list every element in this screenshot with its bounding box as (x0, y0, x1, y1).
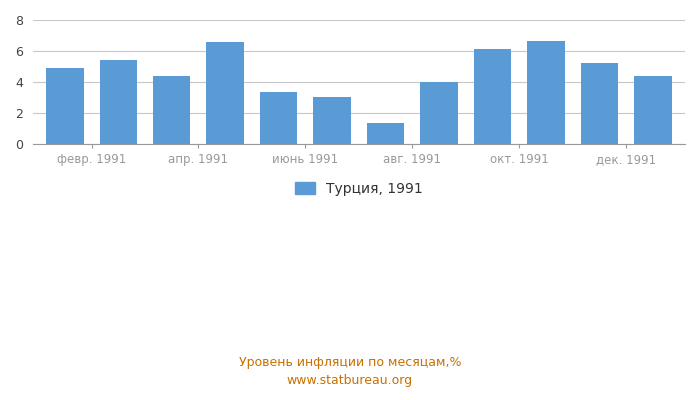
Bar (260, 92, 298, 144)
Legend: Турция, 1991: Турция, 1991 (289, 176, 429, 201)
Bar (99, 60, 137, 144)
Text: www.statbureau.org: www.statbureau.org (287, 374, 413, 387)
Bar (420, 82, 458, 144)
Bar (206, 42, 244, 144)
Bar (367, 122, 405, 144)
Bar (634, 76, 671, 144)
Bar (314, 97, 351, 144)
Bar (474, 49, 511, 144)
Bar (46, 68, 83, 144)
Bar (581, 62, 618, 144)
Bar (527, 41, 565, 144)
Bar (153, 76, 190, 144)
Text: Уровень инфляции по месяцам,%: Уровень инфляции по месяцам,% (239, 356, 461, 369)
